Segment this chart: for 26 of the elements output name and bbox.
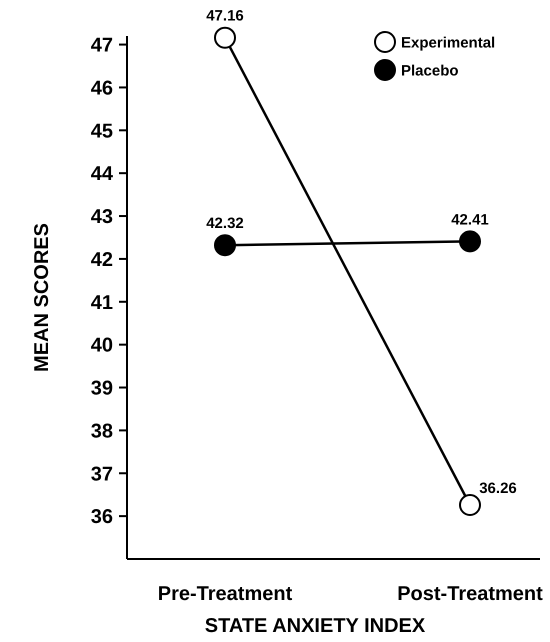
point	[459, 230, 481, 252]
y-tick-label: 41	[90, 292, 113, 314]
y-tick-label: 36	[90, 506, 113, 528]
point	[214, 26, 236, 49]
data-label: 42.41	[451, 211, 489, 228]
data-label: 47.16	[206, 8, 244, 25]
y-tick-label: 43	[90, 206, 113, 228]
legend-label: Experimental	[401, 34, 496, 52]
y-axis-title: MEAN SCORES	[31, 223, 53, 372]
y-tick-label: 40	[90, 334, 113, 357]
y-tick-label: 42	[90, 248, 113, 271]
x-axis-title: STATE ANXIETY INDEX	[204, 615, 426, 637]
data-label: 36.26	[479, 480, 517, 497]
y-tick-label: 37	[90, 463, 113, 486]
x-tick-label: Pre-Treatment	[158, 583, 293, 605]
y-tick-label: 47	[90, 34, 113, 57]
y-tick-label: 39	[90, 378, 113, 400]
y-tick-label: 44	[90, 163, 114, 186]
y-tick-label: 46	[90, 77, 113, 100]
point	[459, 494, 481, 516]
x-tick-label: Post-Treatment	[397, 583, 544, 605]
point	[214, 234, 236, 256]
y-tick-label: 45	[90, 120, 113, 142]
legend-label: Placebo	[401, 62, 459, 80]
data-label: 42.32	[206, 215, 244, 232]
y-tick-label: 38	[90, 420, 113, 442]
